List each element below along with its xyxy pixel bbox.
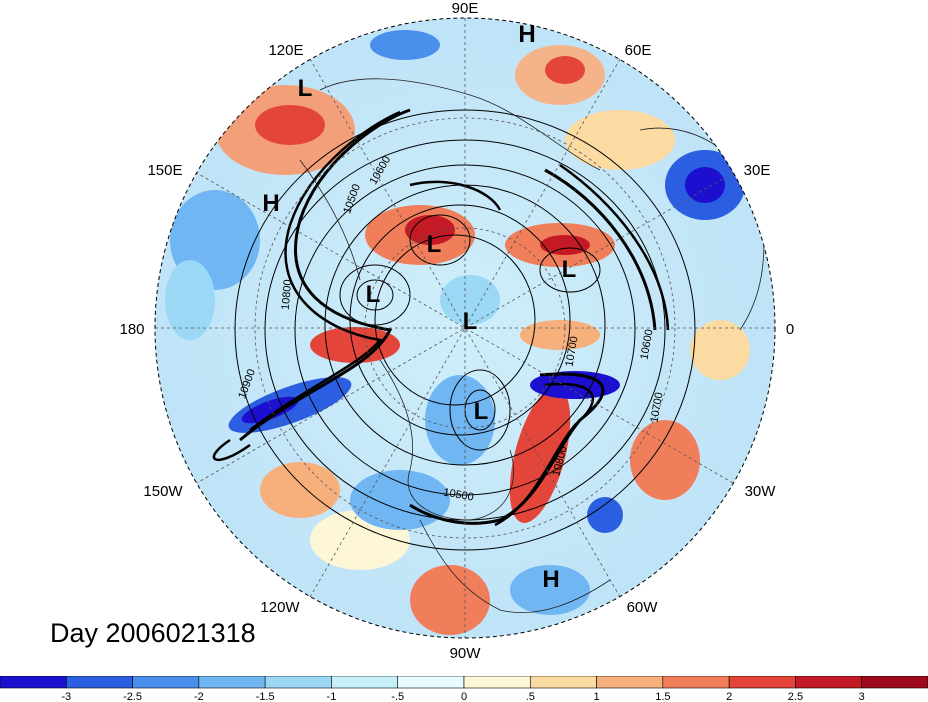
contour-label: 10700 xyxy=(648,391,665,423)
colorbar: -3 -2.5 -2 -1.5 -1 -.5 0 .5 1 1.5 2 2.5 3 xyxy=(0,676,928,702)
high-pressure-marker: H xyxy=(262,190,279,217)
colorbar-swatch xyxy=(861,676,928,689)
colorbar-tick-label: .5 xyxy=(526,691,535,702)
longitude-label: 90E xyxy=(452,0,479,17)
colorbar-tick-label: -2.5 xyxy=(123,691,142,702)
contour-label: 10500 xyxy=(442,486,474,503)
colorbar-tick-label: 0 xyxy=(461,691,467,702)
colorbar-tick-label: 2.5 xyxy=(788,691,803,702)
colorbar-tick-label: -3 xyxy=(61,691,71,702)
longitude-label: 150W xyxy=(143,483,183,500)
longitude-label: 30W xyxy=(745,483,777,500)
colorbar-swatch xyxy=(198,676,266,689)
colorbar-tick-label: 3 xyxy=(859,691,865,702)
colorbar-swatch xyxy=(728,676,796,689)
colorbar-swatch xyxy=(662,676,730,689)
map-title: Day 2006021318 xyxy=(50,618,256,648)
longitude-label: 60E xyxy=(625,42,652,59)
colorbar-tick-label: 1.5 xyxy=(655,691,670,702)
low-pressure-marker: L xyxy=(474,398,489,425)
low-pressure-marker: L xyxy=(463,308,478,335)
coastlines xyxy=(299,78,765,614)
colorbar-tick-label: -1.5 xyxy=(256,691,275,702)
longitude-label: 90W xyxy=(450,645,482,662)
colorbar-swatch xyxy=(65,676,133,689)
longitude-label: 180 xyxy=(119,321,144,338)
low-pressure-marker: L xyxy=(298,75,313,102)
low-pressure-marker: L xyxy=(562,256,577,283)
longitude-labels: 90E 60E 30E 0 30W 60W 90W 120W 150W 180 150E 120E xyxy=(119,0,794,662)
colorbar-swatch xyxy=(264,676,332,689)
longitude-label: 0 xyxy=(786,321,794,338)
colorbar-swatch xyxy=(529,676,597,689)
colorbar-swatch xyxy=(397,676,465,689)
colorbar-tick-label: -.5 xyxy=(391,691,404,702)
contour-label: 10600 xyxy=(638,328,655,360)
colorbar-swatch xyxy=(463,676,531,689)
colorbar-swatch xyxy=(331,676,399,689)
longitude-label: 120E xyxy=(268,42,303,59)
longitude-label: 60W xyxy=(627,599,659,616)
graticule xyxy=(155,18,775,638)
colorbar-swatch xyxy=(0,676,67,689)
colorbar-swatch xyxy=(795,676,863,689)
colorbar-tick-label: 2 xyxy=(726,691,732,702)
low-pressure-marker: L xyxy=(366,281,381,308)
contour-label: 10700 xyxy=(563,335,580,367)
pressure-centers: H L H L L L L L H xyxy=(262,21,576,593)
colorbar-swatch xyxy=(596,676,664,689)
longitude-label: 30E xyxy=(744,162,771,179)
colorbar-tick-label: 1 xyxy=(594,691,600,702)
longitude-label: 150E xyxy=(147,162,182,179)
high-pressure-marker: H xyxy=(518,21,535,48)
colorbar-tick-label: -2 xyxy=(194,691,204,702)
contour-label: 10800 xyxy=(280,279,295,311)
colorbar-tick-label: -1 xyxy=(327,691,337,702)
anomaly-shading xyxy=(155,18,775,638)
low-pressure-marker: L xyxy=(427,231,442,258)
longitude-label: 120W xyxy=(260,599,300,616)
colorbar-swatch xyxy=(132,676,200,689)
map-boundary xyxy=(154,17,776,639)
high-pressure-marker: H xyxy=(542,566,559,593)
